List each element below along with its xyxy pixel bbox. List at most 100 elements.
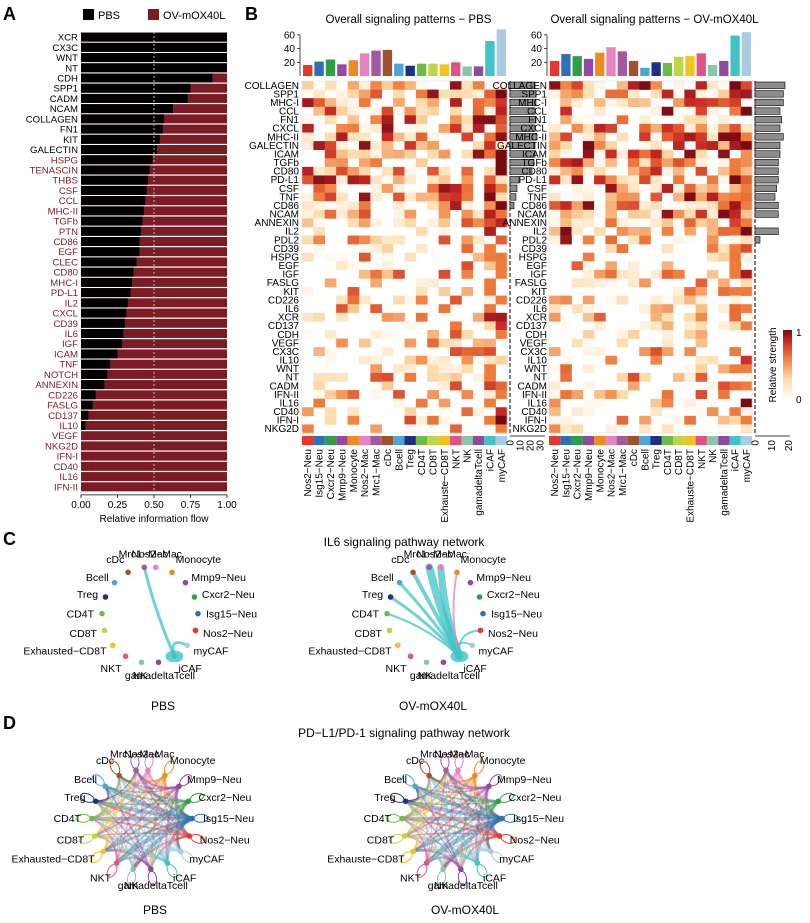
- bar-pbs-EGF: [81, 247, 140, 257]
- heat-cell: [582, 312, 595, 322]
- heat-cell: [650, 347, 663, 357]
- pathway-label-right-EGF: EGF: [526, 261, 547, 272]
- heat-cell: [661, 166, 674, 176]
- heat-cell: [404, 372, 417, 382]
- heat-cell: [358, 123, 371, 133]
- network-edge-d-ov: [412, 800, 499, 853]
- heat-cell: [695, 158, 708, 168]
- heat-cell: [673, 295, 685, 305]
- cell-label-ov: Nos2−Neu: [550, 449, 561, 497]
- heat-cell: [718, 415, 730, 425]
- heat-cell: [571, 407, 584, 417]
- heat-cell: [605, 269, 617, 279]
- heat-cell: [347, 390, 360, 399]
- heat-cell: [650, 89, 663, 99]
- heat-cell: [571, 338, 584, 348]
- network-edge-d-pbs: [104, 785, 189, 803]
- heat-cell: [302, 201, 314, 211]
- pathway-label-right-XCR: XCR: [526, 313, 547, 324]
- cell-color-strip: [324, 436, 337, 445]
- cell-label-ov: Exhauste−CD8T: [685, 449, 696, 523]
- heat-cell: [661, 269, 674, 279]
- network-label-c-pbs: Nos2−Mac: [131, 548, 181, 560]
- heat-cell: [695, 132, 708, 142]
- heat-cell: [336, 312, 348, 322]
- heat-cell: [560, 321, 572, 331]
- heat-cell: [706, 287, 719, 296]
- network-edge-d-ov: [404, 835, 428, 864]
- row-label-MHC-I: MHC-I: [50, 278, 78, 289]
- network-edge-d-pbs: [104, 775, 121, 790]
- network-label-c-pbs: Exhausted−CD8T: [23, 645, 107, 657]
- heat-cell: [594, 98, 606, 108]
- heat-cell: [673, 123, 685, 133]
- right-bar-ov: [754, 193, 776, 201]
- network-label-c-pbs: cDc: [106, 554, 124, 566]
- heat-cell: [393, 98, 405, 108]
- heat-cell: [718, 364, 730, 374]
- pathway-label-left-VEGF: VEGF: [272, 338, 299, 349]
- heat-cell: [438, 218, 451, 228]
- heat-cell: [415, 132, 428, 142]
- right-bar-pbs: [509, 116, 537, 124]
- heat-cell: [695, 278, 708, 288]
- heat-cell: [324, 98, 337, 108]
- network-edge-d-ov: [445, 769, 476, 783]
- heat-cell: [718, 244, 730, 254]
- row-label-MHC-II: MHC-II: [48, 206, 78, 217]
- heat-cell: [718, 381, 730, 391]
- row-label-PTN: PTN: [59, 227, 78, 238]
- bar-pbs-CCL: [81, 196, 146, 206]
- panel-c-caption-ov: OV-mOX40L: [399, 699, 467, 713]
- pathway-label-right-CD80: CD80: [521, 167, 547, 178]
- heat-cell: [627, 235, 640, 245]
- heat-cell: [639, 158, 651, 168]
- heat-cell: [740, 355, 753, 365]
- heat-cell: [484, 89, 496, 99]
- network-edge-d-ov: [412, 785, 490, 853]
- network-label-d-ov: NKT: [400, 873, 422, 885]
- heat-cell: [571, 209, 584, 219]
- cell-label-pbs: iCAF: [485, 449, 496, 471]
- pathway-label-left-CD137: CD137: [268, 321, 300, 332]
- network-node-d-ov: [488, 848, 494, 855]
- network-node-d-pbs: [148, 866, 154, 873]
- heat-cell: [740, 81, 753, 90]
- heat-cell: [650, 149, 663, 159]
- network-edge-d-pbs: [116, 775, 123, 864]
- network-node-d-pbs: [145, 767, 151, 774]
- network-edge-d-ov: [401, 775, 431, 820]
- heat-cell: [706, 141, 719, 150]
- bar-pbs-CD86: [81, 237, 140, 247]
- network-edge-d-pbs: [91, 818, 152, 870]
- pathway-label-right-CD137: CD137: [516, 321, 548, 332]
- pathway-label-right-ANNEXIN: ANNEXIN: [503, 218, 547, 229]
- panel-d-networks: Nos2−MacMonocyteMmp9−NeuCxcr2−NeuIsg15−N…: [11, 748, 564, 892]
- heat-cell: [695, 192, 708, 202]
- heat-cell: [594, 226, 606, 236]
- heat-cell: [404, 415, 417, 425]
- network-node-c-ov: [396, 579, 403, 586]
- network-label-c-pbs: myCAF: [193, 645, 228, 657]
- network-edge-d-pbs: [91, 817, 134, 870]
- heat-cell: [684, 372, 696, 382]
- network-edge-d-ov: [412, 786, 422, 852]
- heat-cell: [661, 149, 674, 159]
- heat-cell: [627, 89, 640, 99]
- heat-cell: [549, 381, 561, 391]
- colorbar-max: 1: [796, 328, 802, 339]
- cell-color-strip: [472, 436, 485, 445]
- heat-cell: [415, 81, 428, 90]
- network-edge-d-ov: [404, 800, 445, 870]
- network-edge-d-ov: [414, 785, 490, 793]
- row-label-PD-L1: PD-L1: [51, 288, 78, 299]
- heat-cell: [639, 415, 651, 425]
- network-label-d-pbs: cDc: [96, 755, 114, 767]
- bar-ov-VEGF: [81, 431, 227, 441]
- heat-cell: [549, 141, 561, 150]
- network-edge-d-pbs: [93, 770, 138, 837]
- heat-cell: [684, 106, 696, 116]
- network-edge-d-ov: [428, 774, 499, 803]
- network-node-d-ov: [499, 815, 505, 822]
